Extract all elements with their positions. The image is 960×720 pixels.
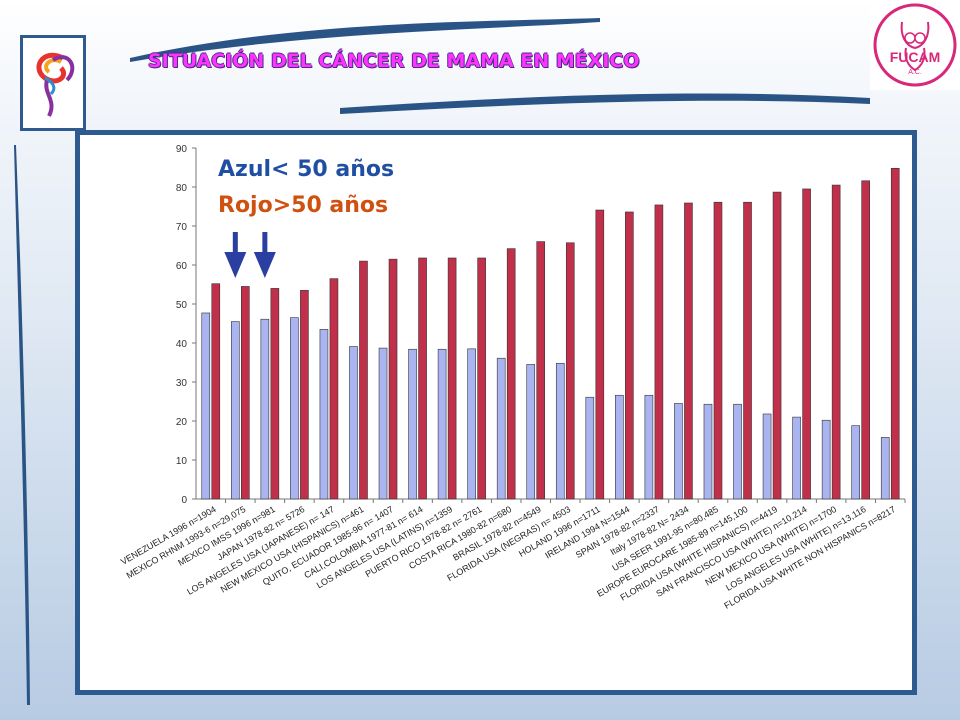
bar-blue (703, 403, 713, 500)
bar-red (359, 260, 368, 500)
y-tick-label: 60 (176, 261, 188, 272)
y-tick-label: 70 (176, 222, 188, 233)
bar-blue (526, 364, 536, 500)
bar-red (713, 201, 723, 500)
bar-red (743, 201, 752, 500)
bar-red (300, 290, 309, 500)
down-arrow-icon (224, 232, 247, 278)
bar-red (477, 257, 486, 500)
down-arrow-icon (253, 232, 276, 278)
bar-blue (762, 413, 772, 500)
y-tick-label: 40 (176, 339, 188, 350)
bar-red (418, 257, 427, 500)
arrow-head (253, 252, 276, 278)
bar-blue (733, 403, 742, 500)
bar-blue (644, 394, 654, 500)
legend-blue-label: Azul< 50 años (218, 157, 395, 182)
bar-blue (674, 403, 683, 500)
fucam-logo-icon: FUCAM A.C. (873, 3, 957, 87)
bar-red (506, 248, 516, 500)
bar-blue (408, 348, 417, 500)
fucam-logo-sub: A.C. (908, 69, 922, 76)
left-logo (20, 35, 86, 131)
bar-blue (615, 394, 624, 500)
bar-blue (260, 318, 270, 500)
right-swoosh (340, 93, 870, 114)
bar-blue (467, 348, 476, 500)
fucam-logo-text: FUCAM (890, 49, 941, 65)
y-tick-label: 80 (176, 183, 188, 194)
bar-blue (851, 425, 860, 500)
bar-red (565, 242, 575, 500)
bar-red (625, 211, 634, 500)
bar-blue (201, 312, 211, 500)
bar-red (211, 283, 221, 500)
bar-red (536, 241, 546, 500)
bar-red (831, 184, 841, 500)
arrow-head (224, 252, 247, 278)
bar-blue (437, 348, 447, 500)
bar-red (684, 202, 693, 500)
y-tick-label: 50 (176, 300, 188, 311)
plot-area (196, 148, 905, 499)
ribbon-swirl-icon (36, 53, 75, 117)
bar-blue (319, 329, 329, 500)
bar-blue (496, 357, 506, 500)
bar-red (772, 191, 782, 500)
bar-red (890, 167, 900, 500)
bar-blue (231, 321, 240, 500)
legend-red-label: Rojo>50 años (218, 193, 389, 218)
bar-red (595, 209, 605, 500)
bar-red (270, 288, 280, 500)
y-tick-label: 20 (176, 417, 188, 428)
y-tick-label: 30 (176, 378, 188, 389)
bar-blue (555, 362, 565, 500)
bar-blue (378, 347, 388, 500)
left-swoosh (14, 145, 30, 705)
arrow-shaft (262, 232, 268, 254)
bar-red (447, 257, 457, 500)
bar-blue (585, 396, 595, 500)
bar-red (388, 258, 398, 500)
bar-red (861, 180, 870, 500)
bars (201, 167, 900, 500)
y-tick-label: 10 (176, 456, 188, 467)
y-tick-label: 90 (176, 144, 188, 155)
arrow-shaft (232, 232, 238, 254)
bar-blue (290, 317, 299, 500)
bar-red (241, 286, 250, 500)
bar-blue (821, 419, 831, 500)
bar-red (329, 278, 339, 500)
bar-blue (349, 346, 358, 500)
bar-blue (880, 437, 890, 500)
bar-blue (792, 416, 801, 500)
bar-red (654, 204, 664, 500)
right-logo: FUCAM A.C. (870, 0, 960, 90)
y-tick-label: 0 (181, 495, 187, 506)
top-swoosh (130, 18, 600, 62)
bar-red (802, 188, 811, 500)
highlight-arrows (224, 232, 276, 278)
page-title: SITUACIÓN DEL CÁNCER DE MAMA EN MÉXICO (148, 50, 640, 72)
y-axis: 0 10 20 30 40 50 60 70 80 90 (176, 144, 906, 506)
